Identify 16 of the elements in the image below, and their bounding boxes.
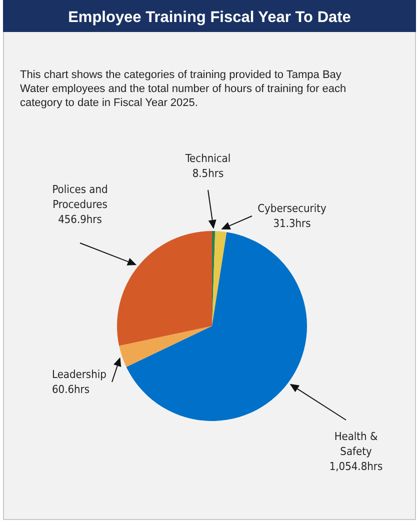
pie-slice	[119, 326, 212, 367]
slice-label: Health & Safety	[334, 430, 378, 458]
data-label: 8.5hrs	[192, 167, 224, 180]
pie-slice	[126, 232, 307, 421]
data-label: 456.9hrs	[58, 213, 102, 226]
slice-label: Cybersecurity	[258, 202, 327, 215]
chart-subtitle: This chart shows the categories of training provided to Tampa Bay Water employees and the total number of hours of training for each category to date in Fiscal Year 2025.	[20, 69, 346, 109]
slice-label: Leadership	[52, 368, 106, 381]
chart-title: Employee Training Fiscal Year To Date	[68, 9, 352, 26]
data-label: 31.3hrs	[273, 217, 311, 230]
slice-label: Polices and Procedures	[52, 183, 108, 211]
pie-slice	[212, 231, 227, 326]
data-label: 60.6hrs	[52, 383, 90, 396]
slice-label: Technical	[184, 152, 231, 165]
data-label: 1,054.8hrs	[329, 460, 383, 473]
pie-slice	[117, 231, 212, 346]
